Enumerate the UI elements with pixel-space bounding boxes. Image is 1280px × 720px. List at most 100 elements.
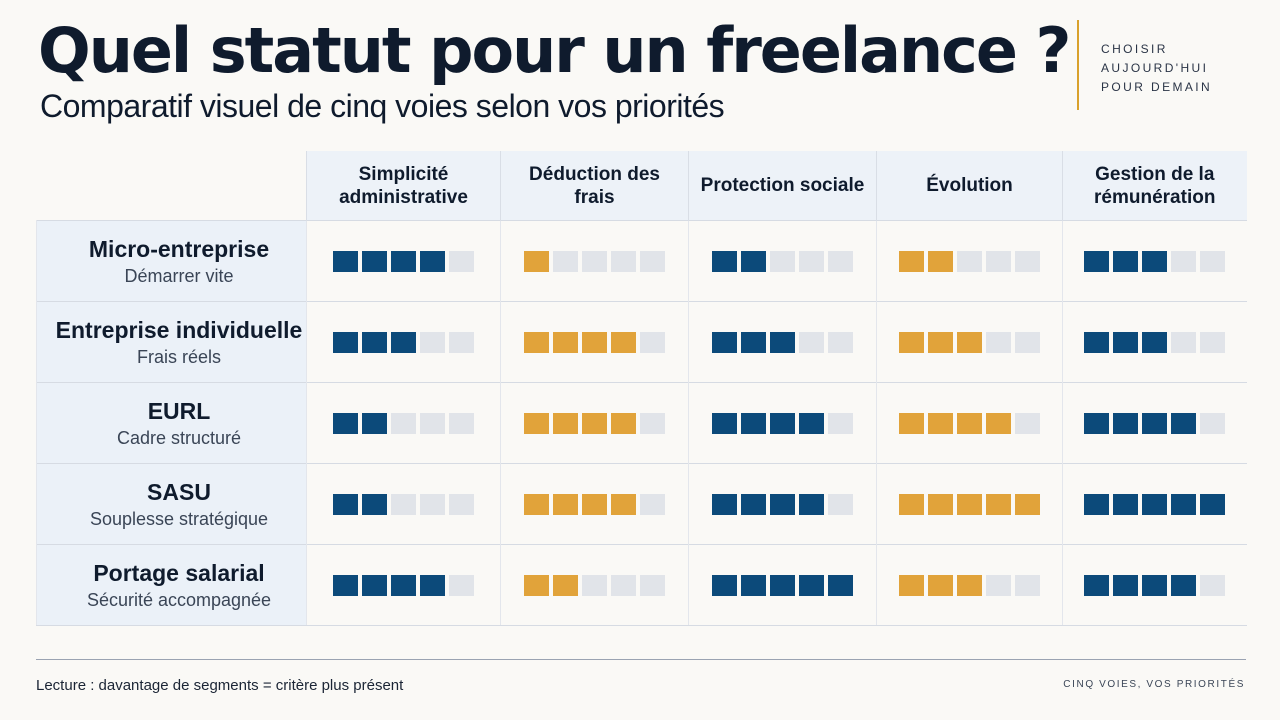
- score-segment-filled: [362, 574, 387, 596]
- score-bar: [1084, 574, 1226, 596]
- score-segment-filled: [899, 250, 924, 272]
- score-segment-empty: [640, 331, 665, 353]
- criterion-header: Déduction des frais: [500, 151, 689, 221]
- score-segment-empty: [1200, 574, 1226, 596]
- score-segment-filled: [770, 331, 795, 353]
- score-segment-filled: [1084, 412, 1110, 434]
- score-segment-filled: [712, 331, 737, 353]
- score-segment-empty: [420, 331, 445, 353]
- score-segment-filled: [741, 331, 766, 353]
- score-segment-empty: [640, 493, 665, 515]
- score-segment-filled: [1015, 493, 1040, 515]
- score-bar: [712, 250, 853, 272]
- status-subtitle: Souplesse stratégique: [89, 509, 269, 529]
- score-segment-filled: [1200, 493, 1226, 515]
- score-segment-filled: [770, 412, 795, 434]
- score-segment-filled: [741, 493, 766, 515]
- tagline: CHOISIR AUJOURD'HUI POUR DEMAIN: [1101, 40, 1212, 97]
- score-cell: [1062, 544, 1247, 626]
- criteria-header-row: Simplicité administrative Déduction des …: [37, 151, 1247, 221]
- score-segment-empty: [799, 250, 824, 272]
- comparison-table: Simplicité administrative Déduction des …: [36, 151, 1247, 626]
- status-name: EURL: [147, 398, 211, 424]
- score-bar: [524, 331, 665, 353]
- score-segment-filled: [553, 412, 578, 434]
- status-row: EURL Cadre structuré: [36, 382, 1247, 464]
- score-segment-filled: [1171, 493, 1197, 515]
- score-bar: [524, 250, 665, 272]
- score-segment-empty: [986, 574, 1011, 596]
- score-cell: [500, 544, 689, 626]
- score-segment-filled: [1142, 412, 1168, 434]
- score-segment-filled: [1142, 574, 1168, 596]
- score-bar: [333, 331, 474, 353]
- score-segment-filled: [362, 412, 387, 434]
- status-row: Entreprise individuelle Frais réels: [36, 301, 1247, 383]
- status-row: Portage salarial Sécurité accompagnée: [36, 544, 1247, 626]
- score-segment-filled: [899, 574, 924, 596]
- score-segment-filled: [611, 412, 636, 434]
- score-segment-empty: [828, 331, 853, 353]
- score-segment-filled: [899, 331, 924, 353]
- score-segment-empty: [1200, 412, 1226, 434]
- status-row: SASU Souplesse stratégique: [36, 463, 1247, 545]
- score-segment-filled: [741, 250, 766, 272]
- tagline-line: POUR DEMAIN: [1101, 80, 1213, 94]
- criterion-header: Simplicité administrative: [306, 151, 501, 221]
- score-segment-filled: [333, 574, 358, 596]
- score-cell: [876, 544, 1063, 626]
- score-segment-filled: [928, 574, 953, 596]
- score-cell: [500, 301, 689, 383]
- score-segment-empty: [391, 412, 416, 434]
- score-bar: [899, 493, 1040, 515]
- criterion-header: Gestion de la rémunération: [1062, 151, 1247, 221]
- score-segment-filled: [611, 331, 636, 353]
- status-row: Micro-entreprise Démarrer vite: [36, 220, 1247, 302]
- score-segment-empty: [1200, 331, 1226, 353]
- status-label-cell: Micro-entreprise Démarrer vite: [36, 220, 307, 302]
- score-bar: [1084, 412, 1226, 434]
- score-bar: [899, 574, 1040, 596]
- score-segment-filled: [1084, 250, 1110, 272]
- score-segment-filled: [741, 412, 766, 434]
- score-bar: [899, 331, 1040, 353]
- score-segment-filled: [712, 412, 737, 434]
- score-segment-filled: [957, 574, 982, 596]
- score-cell: [688, 544, 877, 626]
- score-segment-filled: [957, 412, 982, 434]
- score-segment-filled: [712, 493, 737, 515]
- score-segment-filled: [1171, 412, 1197, 434]
- status-name: Micro-entreprise: [88, 236, 270, 262]
- status-label-cell: Portage salarial Sécurité accompagnée: [36, 544, 307, 626]
- status-subtitle: Frais réels: [136, 347, 221, 367]
- score-segment-filled: [1113, 493, 1139, 515]
- score-bar: [899, 412, 1040, 434]
- score-segment-filled: [928, 493, 953, 515]
- score-segment-empty: [420, 493, 445, 515]
- score-segment-filled: [899, 412, 924, 434]
- header-corner: [37, 151, 307, 221]
- score-cell: [306, 382, 501, 464]
- score-segment-filled: [553, 331, 578, 353]
- score-cell: [876, 463, 1063, 545]
- score-bar: [1084, 331, 1226, 353]
- score-cell: [688, 220, 877, 302]
- score-bar: [333, 250, 474, 272]
- score-segment-filled: [391, 574, 416, 596]
- score-segment-filled: [1084, 574, 1110, 596]
- status-subtitle: Sécurité accompagnée: [86, 590, 272, 610]
- score-cell: [306, 301, 501, 383]
- score-bar: [712, 493, 853, 515]
- score-segment-empty: [1171, 331, 1197, 353]
- score-segment-filled: [828, 574, 853, 596]
- score-segment-empty: [391, 493, 416, 515]
- score-segment-filled: [712, 574, 737, 596]
- reading-legend: Lecture : davantage de segments = critèr…: [36, 677, 404, 694]
- score-cell: [1062, 463, 1247, 545]
- score-segment-filled: [1113, 331, 1139, 353]
- score-segment-filled: [770, 574, 795, 596]
- score-segment-filled: [420, 250, 445, 272]
- score-segment-filled: [553, 493, 578, 515]
- score-bar: [333, 412, 474, 434]
- score-segment-filled: [1084, 493, 1110, 515]
